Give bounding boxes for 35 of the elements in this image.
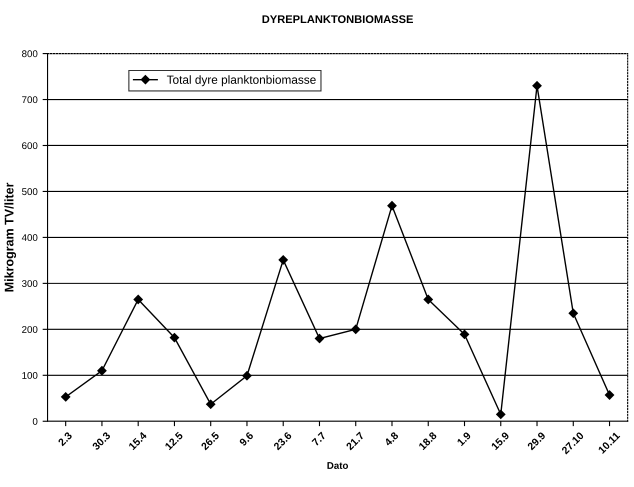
point <box>604 390 614 400</box>
x-tick-label: 15.9 <box>490 431 510 450</box>
y-tick-label: 800 <box>22 50 38 58</box>
y-tick-label: 500 <box>22 188 38 196</box>
y-tick-label: 100 <box>22 372 38 379</box>
point <box>97 366 107 376</box>
y-tick-label: 300 <box>22 280 38 287</box>
x-tick-label: 2.3 <box>58 431 73 446</box>
point <box>387 201 397 210</box>
chart-title: DYREPLANKTONBIOMASSE <box>262 15 414 24</box>
x-tick-label: 9.6 <box>238 431 254 446</box>
point <box>460 330 470 340</box>
x-tick-label: 1.9 <box>456 431 472 446</box>
point <box>424 294 433 304</box>
legend-label: Total dyre planktonbiomasse <box>166 75 316 86</box>
y-tick-label: 600 <box>22 142 38 150</box>
y-tick-label: 0 <box>32 418 38 425</box>
point <box>496 410 506 419</box>
point <box>61 392 70 402</box>
x-axis-title: Dato <box>327 462 348 469</box>
y-axis-title: Mikrogram TV/liter <box>4 182 16 292</box>
y-tick-label: 700 <box>22 96 38 104</box>
point <box>242 371 252 380</box>
x-tick-label: 4.8 <box>384 431 399 447</box>
y-tick-label: 400 <box>22 234 38 242</box>
point <box>314 334 324 344</box>
y-tick-label: 200 <box>22 326 38 333</box>
point <box>351 324 360 334</box>
point <box>134 294 143 304</box>
point <box>568 308 578 318</box>
point <box>206 400 216 409</box>
point <box>170 332 180 342</box>
x-tick-label: 7.7 <box>312 432 326 446</box>
point <box>532 81 542 90</box>
point <box>278 255 288 265</box>
